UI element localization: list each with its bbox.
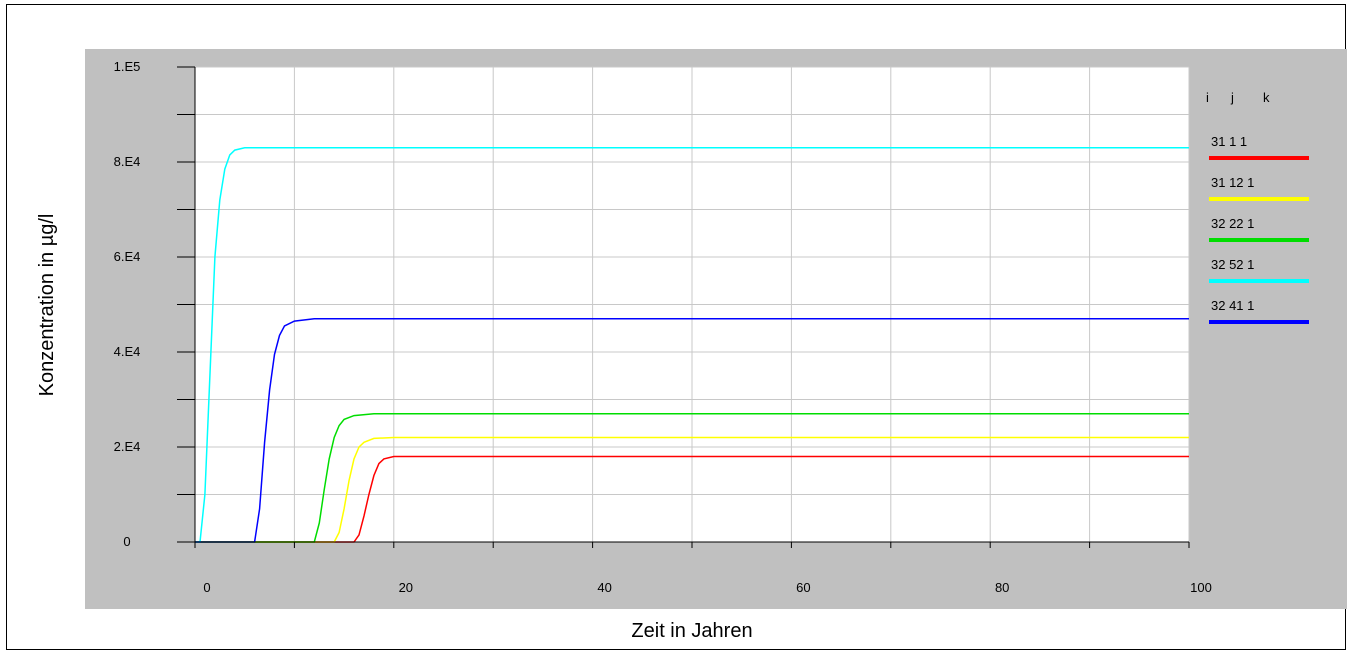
- x-tick-label: 100: [1190, 580, 1212, 595]
- y-axis-title: Konzentration in µg/l: [36, 214, 58, 397]
- legend-label: 31 12 1: [1211, 175, 1254, 190]
- chart-frame: 0 2.E4 4.E4 6.E4 8.E4 1.E5 0 20 40 60 80 100 i j k 31 …: [6, 4, 1347, 650]
- series-line-5: [195, 318, 1189, 543]
- x-tick-label: 60: [796, 580, 810, 595]
- axes: 0 2.E4 4.E4 6.E4 8.E4 1.E5 0 20 40 60 80 100: [114, 59, 1212, 595]
- x-tick-label: 0: [203, 580, 210, 595]
- series-lines: [195, 147, 1189, 543]
- y-tick-label: 4.E4: [114, 344, 141, 359]
- y-tick-label: 8.E4: [114, 154, 141, 169]
- series-line-2: [195, 436, 1189, 543]
- legend-label: 32 41 1: [1211, 298, 1254, 313]
- series-line-1: [195, 455, 1189, 543]
- legend-header-i: i: [1206, 90, 1209, 105]
- x-tick-label: 80: [995, 580, 1009, 595]
- legend: i j k 31 1 1 31 12 1 32 22 1 32 52 1 32 41 1: [1206, 90, 1309, 324]
- x-tick-label: 20: [399, 580, 413, 595]
- legend-header-k: k: [1263, 90, 1270, 105]
- legend-header-j: j: [1230, 90, 1234, 105]
- legend-label: 32 22 1: [1211, 216, 1254, 231]
- x-tick-label: 40: [597, 580, 611, 595]
- y-tick-label: 1.E5: [114, 59, 141, 74]
- legend-label: 31 1 1: [1211, 134, 1247, 149]
- y-tick-label: 0: [123, 534, 130, 549]
- y-tick-label: 6.E4: [114, 249, 141, 264]
- grid: [195, 66, 1190, 542]
- series-line-3: [195, 413, 1189, 543]
- series-line-4: [195, 147, 1189, 543]
- y-tick-label: 2.E4: [114, 439, 141, 454]
- x-axis-title: Zeit in Jahren: [631, 620, 752, 642]
- legend-label: 32 52 1: [1211, 257, 1254, 272]
- line-chart: 0 2.E4 4.E4 6.E4 8.E4 1.E5 0 20 40 60 80 100 i j k 31 …: [36, 59, 1309, 642]
